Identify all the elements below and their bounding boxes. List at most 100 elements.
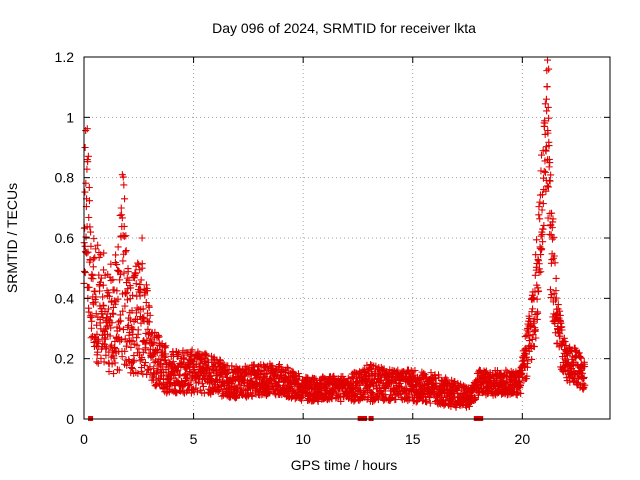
data-point — [561, 338, 569, 346]
data-point — [545, 65, 553, 73]
x-tick-label: 20 — [515, 431, 531, 447]
data-point — [84, 152, 92, 160]
data-point — [543, 67, 551, 75]
data-point — [145, 318, 153, 326]
data-point — [130, 356, 138, 364]
data-point — [116, 276, 124, 284]
data-point — [517, 382, 525, 390]
data-point — [544, 56, 552, 64]
data-point — [92, 342, 100, 350]
data-point — [115, 366, 123, 374]
data-point — [580, 373, 588, 381]
data-point — [577, 354, 585, 362]
data-point — [381, 391, 389, 399]
data-point — [530, 343, 538, 351]
data-point — [138, 260, 146, 268]
data-point — [546, 159, 554, 167]
data-point — [124, 321, 132, 329]
data-point — [100, 302, 108, 310]
data-point — [267, 376, 275, 384]
data-point — [578, 369, 586, 377]
data-point — [92, 293, 100, 301]
data-point — [94, 241, 102, 249]
data-point — [120, 232, 128, 240]
data-point — [248, 392, 256, 400]
data-point — [133, 304, 141, 312]
y-tick-label: 0 — [66, 411, 74, 427]
x-tick-label: 15 — [405, 431, 421, 447]
data-point — [134, 326, 142, 334]
data-point — [552, 274, 560, 282]
data-point — [143, 287, 151, 295]
y-tick-label: 1 — [66, 109, 74, 125]
data-point — [118, 214, 126, 222]
data-point — [247, 376, 255, 384]
data-point — [528, 355, 536, 363]
data-point — [558, 326, 566, 334]
data-point — [97, 274, 105, 282]
data-point — [109, 310, 117, 318]
data-point — [552, 287, 560, 295]
x-tick-label: 10 — [295, 431, 311, 447]
data-point — [85, 214, 93, 222]
data-point — [93, 330, 101, 338]
data-point — [133, 341, 141, 349]
data-point — [127, 363, 135, 371]
data-point — [537, 268, 545, 276]
chart-title: Day 096 of 2024, SRMTID for receiver lkt… — [212, 20, 476, 36]
data-point — [95, 337, 103, 345]
data-point — [160, 343, 168, 351]
data-point — [82, 179, 90, 187]
data-point — [85, 184, 93, 192]
data-point — [150, 338, 158, 346]
data-point — [128, 325, 136, 333]
data-point — [107, 260, 115, 268]
data-point — [540, 122, 548, 130]
data-point — [87, 324, 95, 332]
data-point — [113, 287, 121, 295]
data-point — [99, 340, 107, 348]
data-point — [110, 370, 118, 378]
data-point — [181, 380, 189, 388]
data-point — [537, 232, 545, 240]
data-point — [184, 381, 192, 389]
data-point — [136, 292, 144, 300]
data-point — [92, 245, 100, 253]
data-point — [123, 361, 131, 369]
data-point — [195, 378, 203, 386]
data-point — [202, 350, 210, 358]
data-point — [196, 372, 204, 380]
data-point — [145, 303, 153, 311]
data-point — [136, 357, 144, 365]
data-point — [522, 347, 530, 355]
data-point — [410, 371, 418, 379]
data-point — [118, 171, 126, 179]
data-point — [556, 311, 564, 319]
data-point — [524, 357, 532, 365]
data-point — [521, 332, 529, 340]
data-point — [542, 168, 550, 176]
data-point — [87, 228, 95, 236]
data-point — [533, 315, 541, 323]
data-point — [88, 312, 96, 320]
data-point — [405, 395, 413, 403]
data-point — [526, 332, 534, 340]
data-point — [543, 107, 551, 115]
data-point — [423, 398, 431, 406]
data-point — [581, 381, 589, 389]
data-point — [153, 345, 161, 353]
data-point — [83, 125, 91, 133]
data-point — [543, 83, 551, 91]
data-point — [545, 114, 553, 122]
data-point — [127, 284, 135, 292]
data-point — [85, 283, 93, 291]
data-point — [529, 305, 537, 313]
data-point — [576, 353, 584, 361]
data-point — [126, 316, 134, 324]
y-tick-label: 1.2 — [55, 49, 75, 65]
data-point — [146, 311, 154, 319]
data-point — [203, 351, 211, 359]
x-tick-label: 5 — [190, 431, 198, 447]
data-point — [117, 317, 125, 325]
